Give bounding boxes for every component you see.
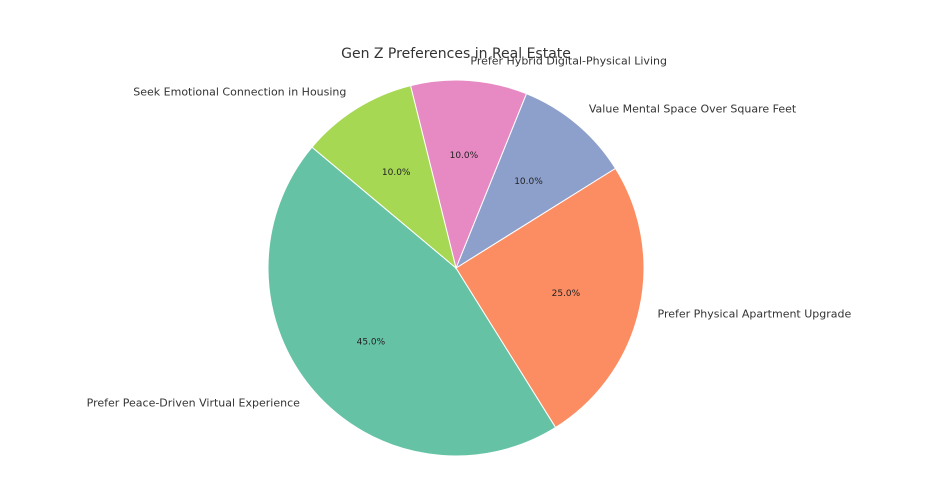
pie-slice	[311, 84, 457, 270]
pie-slice	[267, 146, 557, 457]
slice-label: Prefer Peace-Driven Virtual Experience	[87, 397, 300, 410]
pie-labels: Prefer Peace-Driven Virtual Experience 45…	[87, 55, 852, 410]
chart-title: Gen Z Preferences in Real Estate	[341, 46, 571, 62]
pie-slices	[267, 79, 645, 457]
slice-percent-label: 25.0%	[552, 289, 581, 299]
pie-slice	[455, 167, 645, 429]
slice-label: Seek Emotional Connection in Housing	[133, 86, 346, 99]
slice-label: Prefer Hybrid Digital-Physical Living	[470, 55, 667, 68]
slice-label: Prefer Physical Apartment Upgrade	[658, 308, 852, 321]
pie-slice	[409, 79, 528, 270]
slice-percent-label: 10.0%	[450, 151, 479, 161]
slice-percent-label: 10.0%	[382, 168, 411, 178]
slice-percent-label: 10.0%	[514, 177, 543, 187]
slice-percent-label: 45.0%	[357, 338, 386, 348]
pie-slice	[454, 93, 617, 270]
slice-label: Value Mental Space Over Square Feet	[589, 103, 797, 116]
